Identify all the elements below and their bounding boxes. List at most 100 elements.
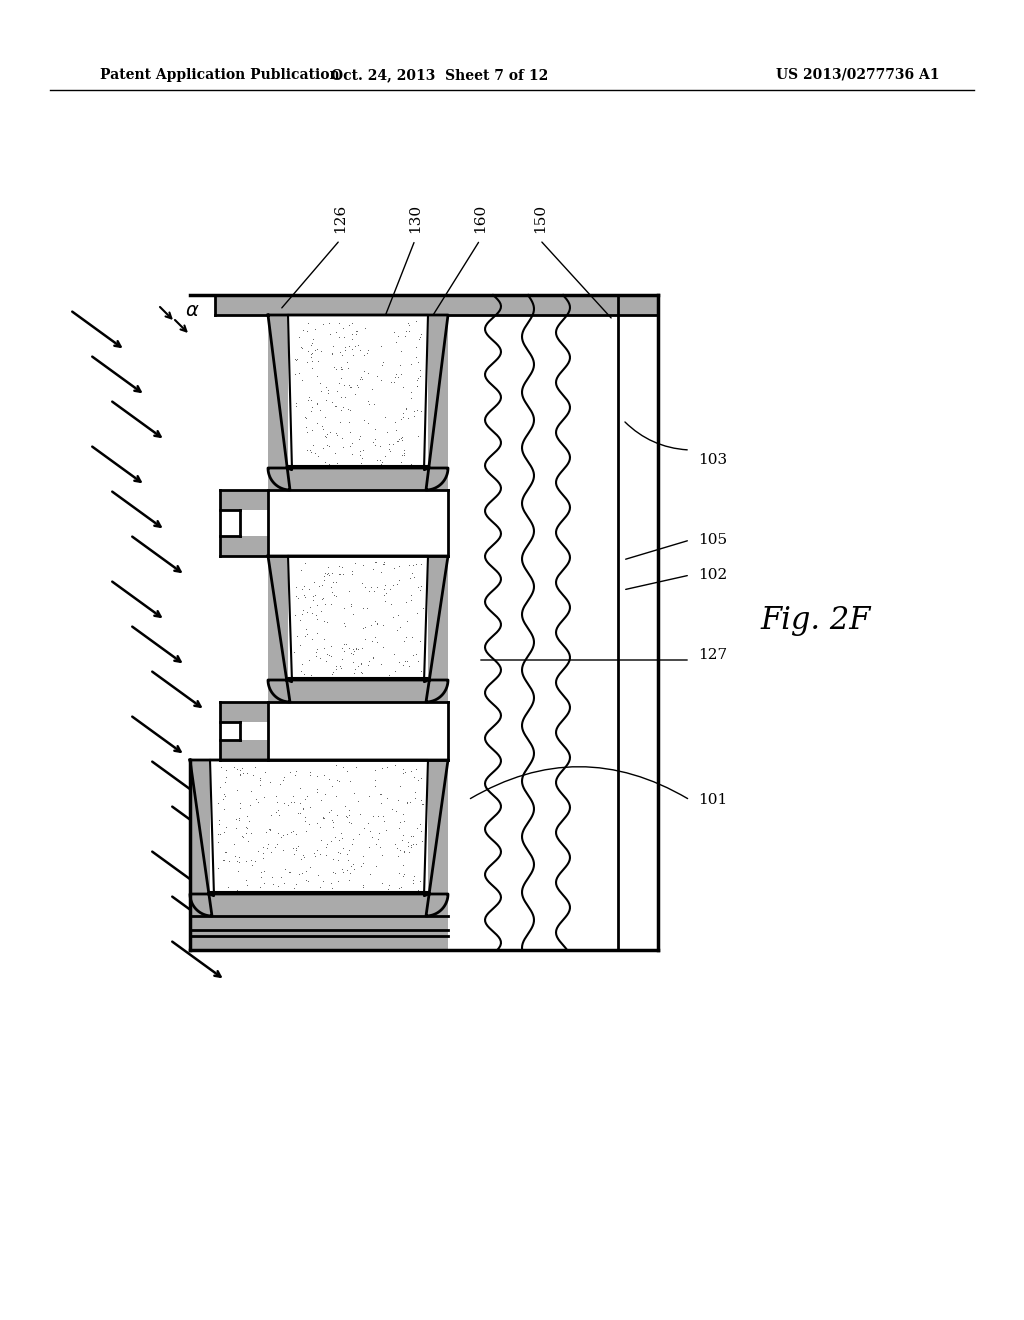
- Point: [318, 644, 335, 665]
- Point: [298, 416, 314, 437]
- Point: [393, 829, 410, 850]
- Point: [286, 642, 302, 663]
- Point: [387, 800, 403, 821]
- Point: [328, 655, 344, 676]
- Point: [217, 842, 233, 863]
- Point: [231, 809, 248, 830]
- Point: [395, 631, 412, 652]
- Point: [370, 805, 386, 826]
- Point: [290, 587, 306, 609]
- Point: [399, 610, 416, 631]
- Point: [247, 756, 263, 777]
- Point: [394, 854, 411, 875]
- Point: [381, 665, 397, 686]
- Point: [343, 339, 359, 360]
- Point: [336, 640, 352, 661]
- Point: [388, 420, 404, 441]
- Point: [365, 880, 381, 902]
- Point: [327, 396, 343, 417]
- Point: [334, 828, 350, 849]
- Point: [353, 451, 370, 473]
- Point: [308, 366, 325, 387]
- Point: [365, 432, 381, 453]
- Point: [290, 803, 306, 824]
- Point: [382, 578, 398, 599]
- Point: [304, 396, 321, 417]
- Point: [403, 590, 420, 611]
- Point: [261, 818, 278, 840]
- Point: [330, 842, 346, 863]
- Point: [323, 830, 339, 851]
- Point: [414, 767, 430, 788]
- Point: [296, 576, 312, 597]
- Point: [312, 829, 329, 850]
- Point: [348, 638, 365, 659]
- Point: [328, 322, 344, 343]
- Point: [382, 441, 398, 462]
- Point: [229, 861, 246, 882]
- Point: [232, 797, 249, 818]
- Point: [344, 327, 360, 348]
- Point: [285, 821, 301, 842]
- Point: [321, 383, 337, 404]
- Point: [397, 591, 414, 612]
- Point: [374, 355, 390, 376]
- Point: [355, 618, 372, 639]
- Point: [340, 356, 356, 378]
- Point: [333, 400, 349, 421]
- Point: [345, 603, 361, 624]
- Point: [336, 612, 352, 634]
- Point: [293, 560, 309, 581]
- Point: [288, 837, 304, 858]
- Point: [215, 850, 231, 871]
- Point: [234, 758, 251, 779]
- Point: [252, 770, 268, 791]
- Point: [304, 342, 321, 363]
- Point: [302, 762, 318, 783]
- Point: [305, 329, 322, 350]
- Point: [317, 389, 334, 411]
- Point: [401, 554, 418, 576]
- Point: [295, 319, 311, 341]
- Point: [355, 554, 372, 576]
- Point: [252, 876, 268, 898]
- Point: [260, 833, 276, 854]
- Point: [387, 367, 403, 388]
- Point: [256, 873, 272, 894]
- Point: [297, 788, 313, 809]
- Point: [355, 360, 372, 381]
- Point: [380, 879, 396, 900]
- Point: [392, 363, 409, 384]
- Point: [226, 756, 243, 777]
- Point: [333, 356, 349, 378]
- Point: [315, 880, 332, 902]
- Point: [390, 846, 407, 867]
- Point: [319, 562, 336, 583]
- Point: [322, 323, 338, 345]
- Point: [324, 593, 340, 614]
- Point: [326, 585, 342, 606]
- Point: [395, 403, 412, 424]
- Point: [392, 812, 409, 833]
- Point: [324, 809, 340, 830]
- Point: [221, 850, 238, 871]
- Point: [341, 579, 357, 601]
- Point: [404, 825, 421, 846]
- Point: [333, 822, 349, 843]
- Point: [256, 861, 272, 882]
- Point: [244, 854, 260, 875]
- Point: [410, 651, 426, 672]
- Point: [375, 351, 391, 372]
- Point: [372, 449, 388, 470]
- Point: [287, 764, 303, 785]
- Point: [301, 797, 317, 818]
- Point: [403, 585, 420, 606]
- Point: [368, 418, 384, 440]
- Polygon shape: [220, 510, 240, 536]
- Point: [341, 422, 357, 444]
- Point: [345, 853, 361, 874]
- Point: [301, 649, 317, 671]
- Point: [372, 436, 388, 457]
- Point: [371, 822, 387, 843]
- Point: [360, 837, 377, 858]
